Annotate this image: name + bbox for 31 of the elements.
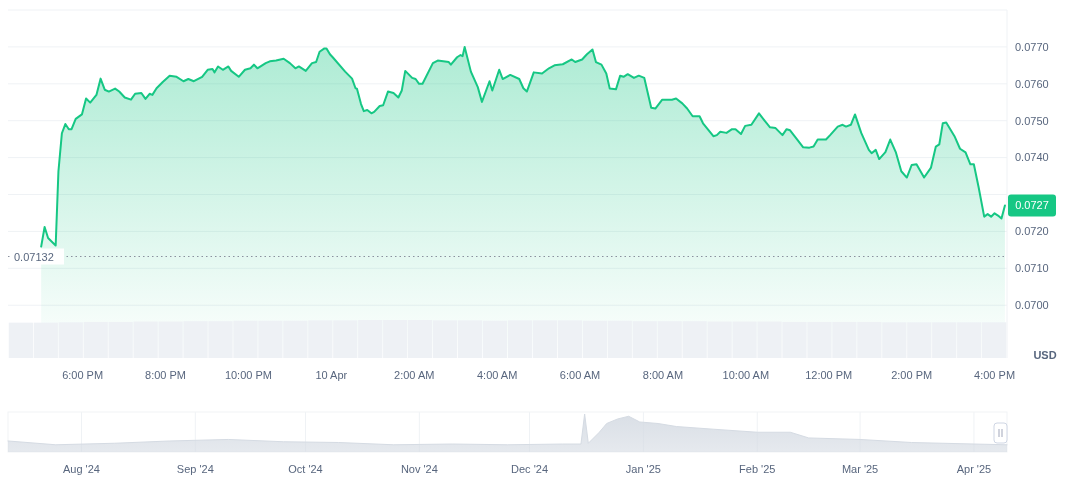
x-tick-label: Feb '25: [739, 463, 776, 475]
x-tick-label: Jan '25: [625, 463, 661, 475]
y-tick-label: 0.0770: [1015, 40, 1049, 53]
x-tick-label: 10:00 PM: [224, 369, 272, 381]
y-tick-label: 0.0750: [1015, 114, 1049, 127]
x-tick-label: 8:00 PM: [145, 369, 186, 381]
x-tick-label: 10:00 AM: [722, 369, 770, 381]
y-tick-label: 0.0760: [1015, 77, 1049, 90]
x-tick-label: 10 Apr: [315, 369, 348, 381]
x-tick-label: Aug '24: [62, 463, 100, 475]
x-tick-label: 6:00 AM: [559, 369, 601, 381]
annotation: 0.0727: [1015, 199, 1049, 212]
x-tick-label: Oct '24: [288, 463, 323, 475]
x-tick-label: 12:00 PM: [805, 369, 853, 381]
y-tick-label: 0.0740: [1015, 151, 1049, 164]
y-tick-label: 0.0700: [1015, 299, 1049, 312]
x-tick-label: Mar '25: [841, 463, 879, 475]
x-tick-label: 2:00 PM: [891, 369, 933, 381]
y-tick-label: 0.0720: [1015, 225, 1049, 238]
x-tick-label: 2:00 AM: [394, 369, 435, 381]
x-tick-label: Apr '25: [956, 463, 992, 475]
x-tick-label: Dec '24: [511, 463, 549, 475]
ref-line-label: 0.07132: [14, 250, 54, 263]
y-axis-title: USD: [1033, 349, 1057, 361]
x-tick-label: 4:00 PM: [974, 369, 1016, 381]
x-tick-label: 8:00 AM: [642, 369, 684, 381]
y-tick-label: 0.0710: [1015, 262, 1049, 275]
x-tick-label: Sep '24: [176, 463, 214, 475]
x-tick-label: 4:00 AM: [476, 369, 518, 381]
x-tick-label: Nov '24: [400, 463, 438, 475]
x-tick-label: 6:00 PM: [62, 369, 104, 381]
